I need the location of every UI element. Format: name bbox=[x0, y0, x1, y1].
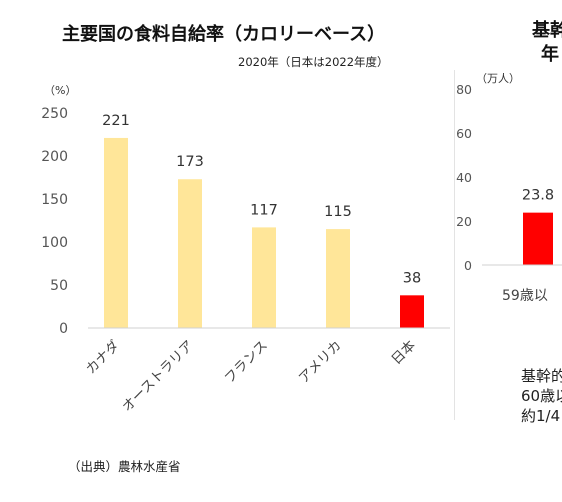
bar bbox=[326, 229, 350, 328]
y-tick-label: 150 bbox=[41, 192, 68, 208]
y-tick-label: 200 bbox=[41, 149, 68, 165]
y-tick-label: 250 bbox=[41, 106, 68, 122]
bar bbox=[400, 295, 424, 328]
right-y-axis-unit: （万人） bbox=[476, 72, 520, 85]
right-bar bbox=[523, 212, 553, 265]
bar bbox=[252, 227, 276, 328]
y-tick-label: 100 bbox=[41, 235, 68, 251]
right-y-tick-label: 80 bbox=[456, 82, 472, 97]
right-y-tick-label: 0 bbox=[464, 258, 472, 273]
right-data-label: 23.8 bbox=[522, 188, 554, 204]
data-label: 38 bbox=[403, 270, 421, 286]
chart-subtitle: 2020年（日本は2022年度） bbox=[238, 55, 389, 69]
data-label: 173 bbox=[176, 154, 204, 170]
panel-divider bbox=[454, 70, 455, 420]
right-y-tick-label: 40 bbox=[456, 170, 472, 185]
y-axis-unit: （%） bbox=[44, 84, 77, 97]
y-tick-label: 50 bbox=[50, 278, 68, 294]
data-label: 117 bbox=[250, 202, 278, 218]
right-note-line-3: 約1/4 bbox=[521, 407, 561, 425]
right-chart-title-line-2: 年 bbox=[541, 44, 559, 65]
right-y-tick-label: 60 bbox=[456, 126, 472, 141]
chart-title: 主要国の食料自給率（カロリーベース） bbox=[62, 24, 386, 45]
y-tick-label: 0 bbox=[59, 321, 68, 337]
data-label: 115 bbox=[324, 204, 352, 220]
right-note-line-1: 基幹的 bbox=[521, 367, 562, 385]
data-label: 221 bbox=[102, 113, 130, 129]
right-note-line-2: 60歳以 bbox=[521, 387, 562, 405]
bar bbox=[104, 137, 128, 328]
source-note: （出典）農林水産省 bbox=[68, 459, 181, 474]
right-chart-title-line-1: 基幹 bbox=[532, 20, 562, 41]
right-y-tick-label: 20 bbox=[456, 214, 472, 229]
right-category-label: 59歳以 bbox=[502, 288, 548, 304]
bar bbox=[178, 179, 202, 328]
